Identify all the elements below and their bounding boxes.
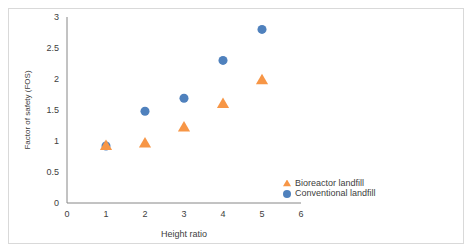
svg-text:Height ratio: Height ratio bbox=[161, 229, 207, 239]
svg-text:6: 6 bbox=[298, 209, 303, 219]
svg-text:3: 3 bbox=[54, 12, 59, 22]
html-text:Bioreactor landfill: Bioreactor landfill bbox=[295, 178, 364, 188]
svg-text:1.5: 1.5 bbox=[46, 105, 59, 115]
svg-text:4: 4 bbox=[220, 209, 225, 219]
svg-text:1: 1 bbox=[103, 209, 108, 219]
svg-text:2.5: 2.5 bbox=[46, 43, 59, 53]
svg-text:5: 5 bbox=[259, 209, 264, 219]
html-text:Conventional landfill: Conventional landfill bbox=[295, 188, 376, 198]
svg-text:2: 2 bbox=[142, 209, 147, 219]
svg-text:3: 3 bbox=[181, 209, 186, 219]
svg-text:0: 0 bbox=[54, 198, 59, 208]
svg-text:0.5: 0.5 bbox=[46, 167, 59, 177]
svg-text:2: 2 bbox=[54, 74, 59, 84]
svg-text:0: 0 bbox=[64, 209, 69, 219]
svg-text:Factor of safety (FOS): Factor of safety (FOS) bbox=[23, 70, 32, 149]
svg-text:1: 1 bbox=[54, 136, 59, 146]
